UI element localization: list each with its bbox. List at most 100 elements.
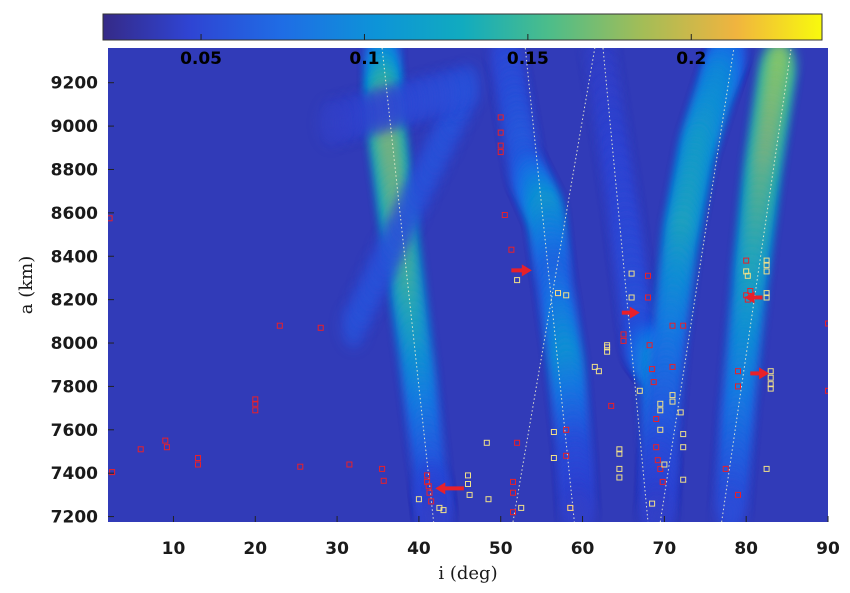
red-marker: [510, 489, 516, 496]
red-marker: [252, 396, 259, 403]
y-tick-label: 8200: [51, 291, 98, 311]
x-tick-label: 10: [162, 539, 186, 559]
red-marker: [657, 465, 664, 472]
x-axis-label: i (deg): [438, 563, 497, 584]
yellow-marker: [657, 407, 664, 414]
red-marker: [735, 368, 741, 375]
red-marker: [276, 322, 283, 329]
x-axis-label-text: i (deg): [438, 563, 497, 584]
yellow-marker: [763, 268, 770, 275]
yellow-marker: [616, 465, 623, 472]
red-marker: [108, 215, 113, 222]
yellow-marker: [604, 348, 611, 355]
yellow-marker: [518, 504, 525, 511]
yellow-marker: [657, 426, 664, 433]
yellow-marker: [616, 474, 623, 481]
red-marker: [346, 461, 353, 468]
yellow-marker: [767, 381, 774, 388]
red-marker: [508, 246, 515, 253]
yellow-marker: [440, 507, 447, 514]
red-marker: [669, 363, 676, 370]
yellow-marker: [563, 292, 570, 299]
yellow-marker: [555, 290, 561, 297]
yellow-marker: [628, 270, 635, 277]
colorbar-ticks: [200, 34, 692, 40]
yellow-marker: [763, 290, 770, 297]
colorbar-tick-labels: 0.05 0.1 0.15 0.2: [180, 49, 706, 69]
red-marker: [195, 461, 201, 468]
colorbar: [102, 13, 823, 41]
arrow-head: [521, 264, 532, 277]
x-tick-label: 40: [407, 539, 431, 559]
arrows: [435, 264, 770, 495]
red-marker: [195, 455, 201, 461]
yellow-marker: [744, 272, 751, 279]
yellow-marker: [595, 368, 602, 375]
heatmap-bands: [317, 48, 797, 522]
yellow-marker: [763, 257, 770, 264]
red-marker: [653, 416, 660, 422]
red-marker: [252, 400, 259, 407]
y-tick-label: 8600: [51, 204, 98, 224]
red-marker: [163, 444, 170, 451]
yellow-marker: [657, 400, 664, 407]
heat-core: [724, 497, 737, 522]
y-tick-label: 9000: [51, 117, 98, 137]
x-axis-ticks: 10 20 30 40 50 60 70 80 90: [162, 516, 840, 559]
red-marker: [162, 437, 169, 444]
yellow-marker: [550, 455, 557, 461]
y-tick-label: 7200: [51, 508, 98, 528]
heat-core: [428, 503, 441, 522]
red-marker: [747, 288, 754, 294]
yellow-marker: [661, 461, 668, 468]
red-marker: [650, 379, 657, 386]
yellow-marker: [628, 294, 635, 301]
y-axis-ticks: 7200 7400 7600 7800 8000 8200 8400 8600 8800 9000…: [51, 74, 114, 528]
yellow-marker: [767, 368, 774, 375]
yellow-marker: [483, 439, 490, 446]
yellow-marker: [591, 363, 598, 370]
colorbar-gradient: [102, 13, 823, 41]
arrow-head: [629, 306, 640, 319]
red-marker: [563, 452, 570, 459]
arrow-head: [435, 482, 446, 495]
yellow-marker: [465, 481, 471, 487]
red-marker: [645, 272, 651, 279]
x-tick-label: 80: [734, 539, 758, 559]
guide-line: [512, 48, 596, 522]
red-marker: [563, 426, 570, 433]
red-marker: [722, 465, 729, 472]
red-marker: [735, 491, 741, 498]
red-marker: [653, 444, 660, 451]
red-marker: [649, 366, 656, 373]
guide-line: [381, 48, 435, 522]
markers: [108, 114, 828, 516]
red-marker: [426, 489, 433, 496]
heat-core: [325, 107, 338, 140]
red-marker: [379, 465, 386, 472]
y-axis-label: a (km): [16, 256, 37, 314]
yellow-marker: [767, 374, 774, 381]
yellow-marker: [680, 431, 687, 438]
y-tick-label: 8800: [51, 160, 98, 180]
y-tick-label: 7800: [51, 377, 98, 397]
red-marker: [620, 331, 627, 338]
yellow-marker: [550, 429, 557, 435]
yellow-marker: [466, 491, 473, 498]
y-tick-label: 7400: [51, 464, 98, 484]
heat-core: [572, 500, 585, 522]
yellow-marker: [677, 409, 684, 416]
red-marker: [510, 509, 516, 516]
y-tick-label: 7600: [51, 421, 98, 441]
yellow-marker: [485, 496, 492, 503]
plot-area: 0.05 0.1 0.15 0.2: [108, 48, 828, 522]
red-marker: [109, 469, 116, 476]
yellow-marker: [763, 465, 770, 472]
yellow-marker: [415, 496, 422, 503]
y-axis-label-text: a (km): [16, 256, 37, 314]
yellow-marker: [649, 500, 656, 507]
yellow-marker: [465, 472, 471, 479]
red-marker: [497, 129, 504, 136]
x-tick-label: 70: [653, 539, 677, 559]
